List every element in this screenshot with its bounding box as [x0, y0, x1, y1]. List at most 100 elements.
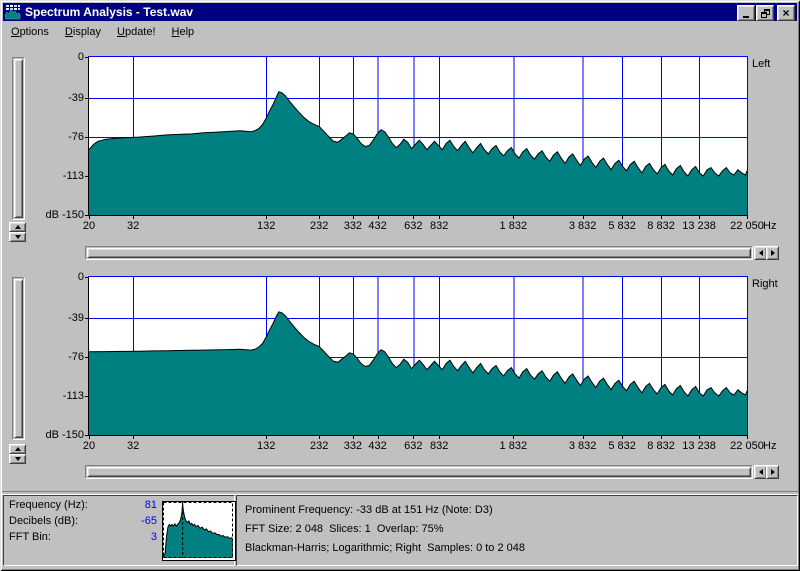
x-axis-label: 5 832 — [608, 220, 636, 232]
left-scroll-right-button[interactable] — [766, 246, 779, 260]
thumbnail-chart[interactable] — [162, 502, 234, 558]
x-axis-tick — [622, 436, 624, 439]
x-axis-label: 3 832 — [568, 440, 597, 452]
y-axis-tick — [85, 318, 89, 320]
menu-bar: Options Display Update! Help — [3, 21, 797, 43]
right-arrow-icon — [770, 469, 778, 475]
window-settings-text: Blackman-Harris; Logarithmic; Right Samp… — [245, 542, 526, 554]
x-axis-label: 832 — [429, 220, 449, 232]
menu-options[interactable]: Options — [11, 26, 49, 38]
x-axis-label: 8 832 — [647, 220, 675, 232]
decibels-label: Decibels (dB): — [9, 515, 79, 527]
x-axis-label: 432 — [368, 220, 387, 232]
x-axis-tick — [661, 436, 663, 439]
x-axis-tick — [133, 436, 135, 439]
right-channel-db-slider[interactable] — [12, 277, 25, 440]
app-icon[interactable] — [5, 4, 21, 20]
x-axis-label: 32 — [127, 440, 140, 452]
close-button[interactable]: × — [777, 5, 795, 21]
minimize-button[interactable] — [737, 5, 755, 21]
x-axis-label: 832 — [429, 440, 449, 452]
up-arrow-icon — [14, 222, 21, 229]
left-channel-spinner — [9, 222, 26, 242]
x-axis-unit-label: Hz — [763, 440, 777, 452]
left-channel-plot[interactable] — [88, 56, 748, 216]
right-channel-scrollbar-thumb[interactable] — [87, 467, 751, 477]
x-axis-label: 22 050 — [730, 220, 764, 232]
analysis-info-panel: Prominent Frequency: -33 dB at 151 Hz (N… — [236, 495, 798, 566]
decibels-value: -65 — [141, 515, 157, 527]
x-axis-tick — [89, 216, 90, 219]
x-axis-label: 232 — [310, 220, 329, 232]
y-axis-tick — [85, 137, 89, 139]
x-axis-label: 32 — [127, 220, 140, 232]
title-bar[interactable]: Spectrum Analysis - Test.wav × — [3, 3, 797, 21]
status-divider — [2, 491, 798, 495]
left-spin-down-button[interactable] — [9, 232, 26, 242]
prominent-frequency-text: Prominent Frequency: -33 dB at 151 Hz (N… — [245, 504, 493, 516]
y-axis-label: -76 — [68, 131, 84, 144]
left-channel-db-slider-thumb[interactable] — [14, 59, 23, 218]
right-channel-spectrum[interactable] — [89, 277, 747, 435]
left-channel-scrollbar-thumb[interactable] — [87, 248, 751, 258]
down-arrow-icon — [14, 235, 21, 242]
menu-display[interactable]: Display — [64, 26, 101, 38]
x-axis-label: 132 — [257, 440, 276, 452]
decibels-row: Decibels (dB): -65 — [9, 514, 157, 528]
x-axis-tick — [513, 436, 515, 439]
x-axis-tick — [266, 216, 268, 219]
restore-button[interactable] — [756, 5, 774, 21]
x-axis-label: 3 832 — [568, 220, 597, 232]
x-axis-label: 332 — [343, 220, 363, 232]
y-axis-tick — [85, 396, 89, 398]
y-axis-label: dB -150 — [45, 429, 84, 441]
spectrum-overview-thumbnail[interactable] — [162, 501, 236, 561]
menu-update[interactable]: Update! — [117, 26, 156, 38]
x-axis-tick — [319, 216, 321, 219]
fft-bin-label: FFT Bin: — [9, 531, 51, 543]
x-axis-tick — [352, 436, 354, 439]
left-channel-db-slider[interactable] — [12, 57, 25, 220]
x-axis-tick — [413, 216, 415, 219]
left-channel-label: Left — [752, 58, 771, 70]
left-spin-up-button[interactable] — [9, 222, 26, 232]
x-axis-label: 13 238 — [682, 220, 716, 232]
y-axis-label: -76 — [68, 351, 84, 364]
x-axis-label: 1 832 — [499, 440, 528, 452]
x-axis-tick — [699, 216, 701, 219]
left-scroll-left-button[interactable] — [754, 246, 767, 260]
right-scroll-right-button[interactable] — [766, 465, 779, 479]
x-axis-label: 132 — [257, 220, 276, 232]
frequency-label: Frequency (Hz): — [9, 499, 88, 511]
y-axis-tick — [85, 357, 89, 359]
x-axis-tick — [661, 216, 663, 219]
right-scroll-left-button[interactable] — [754, 465, 767, 479]
x-axis-label: 20 — [82, 440, 96, 452]
right-arrow-icon — [770, 250, 778, 256]
y-axis-label: -113 — [62, 170, 84, 183]
y-axis-tick — [85, 98, 89, 100]
x-axis-tick — [352, 216, 354, 219]
left-channel-spectrum[interactable] — [89, 57, 747, 215]
left-channel-scrollbar[interactable] — [85, 246, 753, 260]
right-channel-spinner — [9, 444, 26, 464]
up-arrow-icon — [14, 444, 21, 451]
right-channel-db-slider-thumb[interactable] — [14, 279, 23, 438]
y-axis-label: -113 — [62, 390, 84, 403]
x-axis-label: 20 — [82, 220, 96, 232]
restore-icon — [760, 8, 770, 18]
y-axis-label: 0 — [77, 271, 84, 283]
x-axis-unit-label: Hz — [763, 220, 777, 232]
x-axis-tick — [622, 216, 624, 219]
right-spin-up-button[interactable] — [9, 444, 26, 454]
x-axis-tick — [582, 216, 584, 219]
right-channel-scrollbar[interactable] — [85, 465, 753, 479]
menu-help[interactable]: Help — [171, 26, 195, 38]
right-channel-plot[interactable] — [88, 276, 748, 436]
x-axis-label: 8 832 — [647, 440, 675, 452]
y-axis-tick — [85, 277, 89, 278]
right-spin-down-button[interactable] — [9, 454, 26, 464]
left-arrow-icon — [756, 469, 763, 475]
window-title: Spectrum Analysis - Test.wav — [25, 5, 194, 19]
